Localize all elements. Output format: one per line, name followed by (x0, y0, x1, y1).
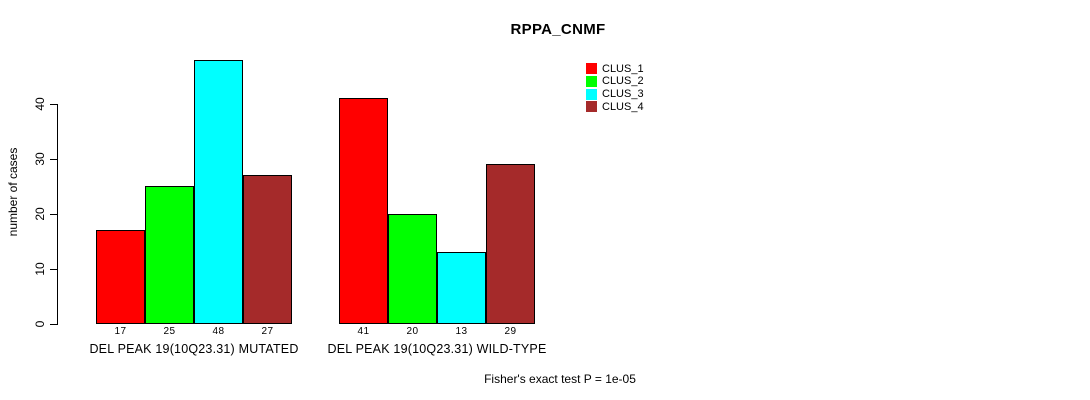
bar-clus_3-group1 (194, 60, 243, 324)
bar-clus_4-group2 (486, 164, 535, 324)
legend-swatch (586, 101, 597, 113)
bar-clus_3-group2 (437, 252, 486, 324)
y-axis-tick (50, 159, 57, 160)
bar-clus_1-group1 (96, 230, 145, 324)
legend-swatch (586, 63, 597, 74)
y-axis-tick-label: 40 (33, 97, 47, 111)
y-axis-tick (50, 269, 57, 270)
bar-value-label: 29 (504, 326, 517, 337)
bar-clus_4-group1 (243, 175, 292, 324)
legend-label: CLUS_2 (602, 75, 644, 88)
y-axis-tick (50, 214, 57, 215)
chart-title: RPPA_CNMF (510, 21, 606, 38)
bar-clus_2-group1 (145, 186, 194, 324)
x-group-label: DEL PEAK 19(10Q23.31) WILD-TYPE (327, 342, 547, 356)
y-axis-tick (50, 104, 57, 105)
y-axis-tick-label: 20 (33, 207, 47, 221)
bar-clus_1-group2 (339, 98, 388, 324)
y-axis-tick (50, 324, 57, 325)
legend-swatch (586, 88, 597, 100)
legend-item: CLUS_1 (586, 63, 656, 74)
bar-value-label: 48 (212, 326, 225, 337)
legend-item: CLUS_4 (586, 100, 656, 113)
bar-value-label: 25 (163, 326, 176, 337)
legend-label: CLUS_3 (602, 88, 644, 101)
bar-value-label: 27 (261, 326, 274, 337)
y-axis-tick-label: 0 (33, 320, 47, 328)
legend-item: CLUS_2 (586, 75, 656, 88)
y-axis-tick-label: 10 (33, 262, 47, 276)
y-axis-label: number of cases (6, 147, 20, 237)
bar-value-label: 13 (455, 326, 468, 337)
fisher-test-annotation: Fisher's exact test P = 1e-05 (484, 372, 636, 386)
y-axis-line (57, 104, 58, 325)
legend-swatch (586, 75, 597, 87)
legend-item: CLUS_3 (586, 88, 656, 101)
bar-value-label: 41 (357, 326, 370, 337)
x-group-label: DEL PEAK 19(10Q23.31) MUTATED (89, 342, 299, 356)
legend-label: CLUS_4 (602, 100, 644, 113)
bar-value-label: 20 (406, 326, 419, 337)
bar-clus_2-group2 (388, 214, 437, 324)
y-axis-tick-label: 30 (33, 152, 47, 166)
bar-value-label: 17 (114, 326, 127, 337)
legend-label: CLUS_1 (602, 62, 644, 75)
